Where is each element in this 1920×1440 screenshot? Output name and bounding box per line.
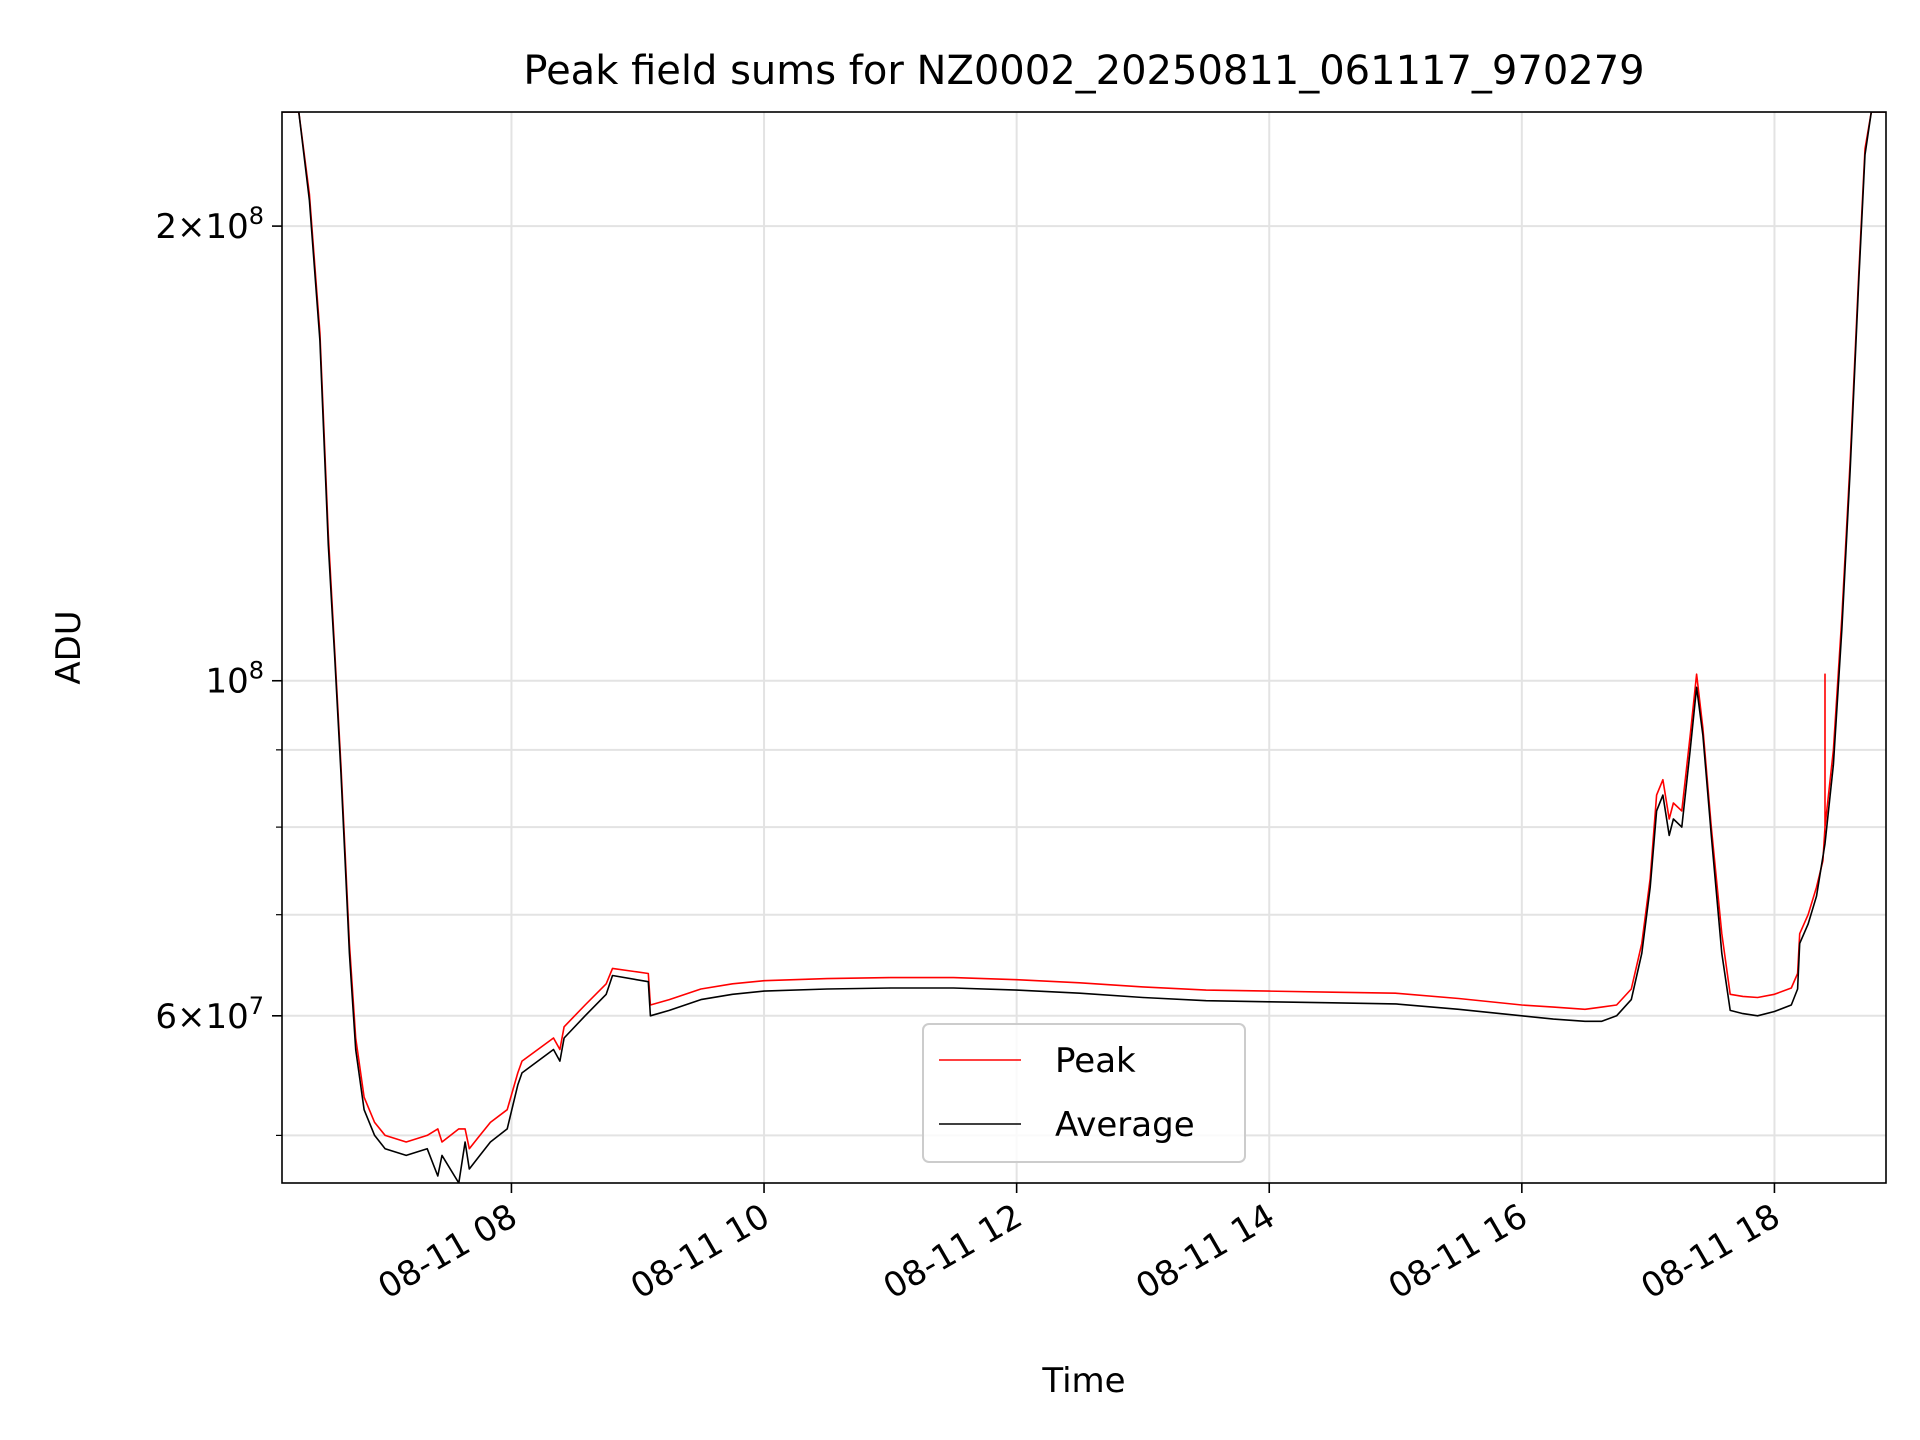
chart-title: Peak field sums for NZ0002_20250811_0611… <box>523 48 1644 94</box>
legend: Peak Average <box>922 1023 1246 1163</box>
series-line-average <box>282 112 1886 1183</box>
x-axis-label: Time <box>1041 1361 1125 1401</box>
legend-box <box>922 1023 1246 1163</box>
series-layer <box>282 112 1886 1183</box>
legend-label-average: Average <box>1055 1105 1195 1145</box>
y-axis: 6×107 108 2×108 <box>155 202 282 1136</box>
y-tick-label: 108 <box>205 657 264 702</box>
y-tick-label: 2×108 <box>155 202 264 247</box>
legend-label-peak: Peak <box>1055 1041 1136 1081</box>
plot-frame <box>281 111 1887 1184</box>
y-tick-label: 6×107 <box>155 992 264 1037</box>
y-axis-label: ADU <box>49 610 89 684</box>
